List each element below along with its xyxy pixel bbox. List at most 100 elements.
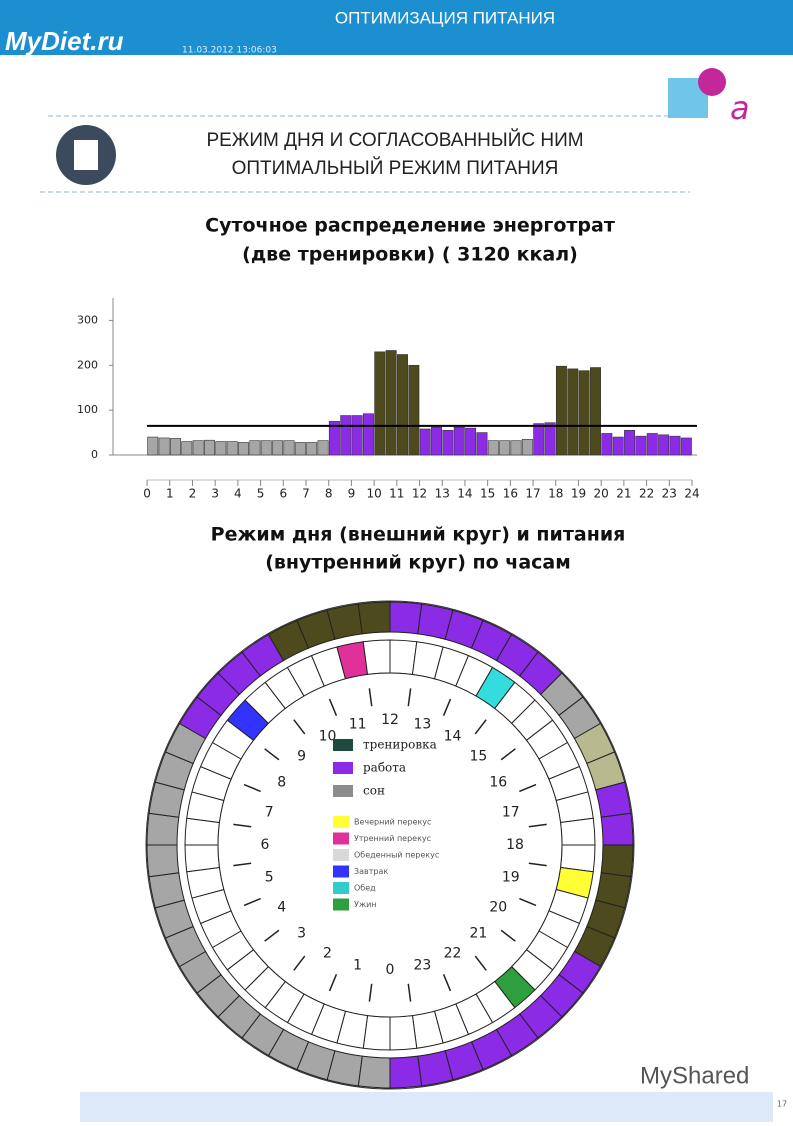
y-tick-label: 300 [77, 313, 98, 326]
bar [249, 440, 261, 456]
hour-label: 2 [323, 945, 332, 961]
dial-tick [519, 897, 537, 907]
bar [624, 430, 636, 456]
hour-label: 13 [413, 716, 431, 732]
dial-tick [442, 698, 452, 716]
dial-tick [264, 929, 280, 942]
page-number: 17 [777, 1100, 787, 1109]
outer-segment [146, 812, 180, 846]
bar [510, 440, 522, 456]
x-tick-label: 11 [389, 487, 404, 501]
hour-label: 4 [277, 900, 286, 916]
legend-swatch [333, 816, 349, 828]
hour-label: 15 [469, 749, 487, 765]
bar [169, 438, 181, 456]
bar [328, 421, 340, 456]
dial-tick [519, 783, 537, 793]
y-tick-label: 200 [77, 358, 98, 371]
x-tick-label: 16 [503, 487, 518, 501]
inner-segment [559, 817, 596, 846]
bar [442, 430, 454, 456]
hour-label: 6 [261, 837, 270, 853]
legend-label: работа [363, 761, 406, 775]
hour-label: 1 [353, 958, 362, 974]
outer-segment [146, 844, 180, 878]
hour-label: 11 [349, 716, 367, 732]
bar [476, 432, 488, 456]
footer-bar [80, 1092, 773, 1122]
hour-label: 22 [444, 945, 462, 961]
dial-tick [368, 983, 373, 1002]
timestamp: 11.03.2012 13:06:03 [182, 46, 277, 56]
inner-segment [184, 844, 221, 873]
hour-label: 21 [469, 925, 487, 941]
bar [215, 441, 227, 456]
x-tick-label: 18 [548, 487, 563, 501]
bar [192, 440, 204, 456]
outer-segment [600, 812, 634, 846]
bar [283, 440, 295, 456]
dial-tick [442, 974, 452, 992]
y-tick-label: 0 [91, 448, 98, 461]
bar [669, 435, 681, 456]
legend-swatch [333, 865, 349, 878]
x-tick-label: 3 [211, 487, 219, 501]
doc-icon-page [74, 140, 98, 170]
x-tick-label: 22 [639, 487, 654, 501]
hour-label: 3 [297, 925, 306, 941]
bar [238, 442, 250, 456]
dial-tick [328, 698, 338, 716]
dial-tick [293, 719, 306, 735]
bar [499, 440, 511, 456]
x-tick-label: 8 [325, 487, 333, 501]
dial-tick [233, 862, 252, 867]
hour-label: 16 [489, 775, 507, 791]
bar [385, 350, 397, 456]
bar [431, 426, 443, 456]
legend-swatch [333, 898, 349, 911]
diagram-title: Режим дня (внешний круг) и питания [211, 524, 626, 546]
legend-label: Завтрак [354, 867, 388, 876]
bar [487, 440, 499, 456]
hour-label: 23 [413, 958, 431, 974]
bar [521, 438, 533, 456]
bar [680, 437, 692, 456]
bar [646, 433, 658, 456]
dial-tick [500, 929, 516, 942]
x-tick-label: 21 [616, 487, 631, 501]
svg-text:a: a [730, 89, 750, 127]
dial-tick [368, 688, 373, 707]
bar [226, 441, 238, 456]
x-tick-label: 1 [166, 487, 174, 501]
bar [635, 435, 647, 456]
hour-label: 20 [489, 900, 507, 916]
outer-segment [389, 1055, 423, 1089]
x-tick-label: 23 [662, 487, 677, 501]
decor-logo: a [668, 68, 750, 127]
hour-label: 5 [265, 869, 274, 885]
x-tick-label: 7 [302, 487, 310, 501]
outer-segment [389, 601, 423, 635]
inner-segment [362, 639, 391, 676]
hour-label: 10 [319, 729, 337, 745]
dial-tick [293, 955, 306, 971]
legend-label: сон [363, 784, 385, 798]
dial-tick [243, 783, 261, 793]
hour-label: 17 [502, 805, 520, 821]
bar [181, 441, 193, 456]
x-tick-label: 4 [234, 487, 242, 501]
legend-swatch [333, 882, 349, 894]
legend-swatch [333, 785, 353, 797]
bar [362, 413, 374, 456]
legend-label: Утренний перекус [354, 834, 431, 843]
bar [272, 440, 284, 456]
legend-swatch [333, 762, 353, 774]
hour-label: 9 [297, 749, 306, 765]
bar [317, 440, 329, 456]
bar [590, 367, 601, 456]
slide-title: РЕЖИМ ДНЯ И СОГЛАСОВАННЫЙС НИМ [206, 129, 583, 151]
dial-tick [407, 983, 412, 1002]
dial-tick [474, 955, 487, 971]
bar [465, 427, 477, 456]
